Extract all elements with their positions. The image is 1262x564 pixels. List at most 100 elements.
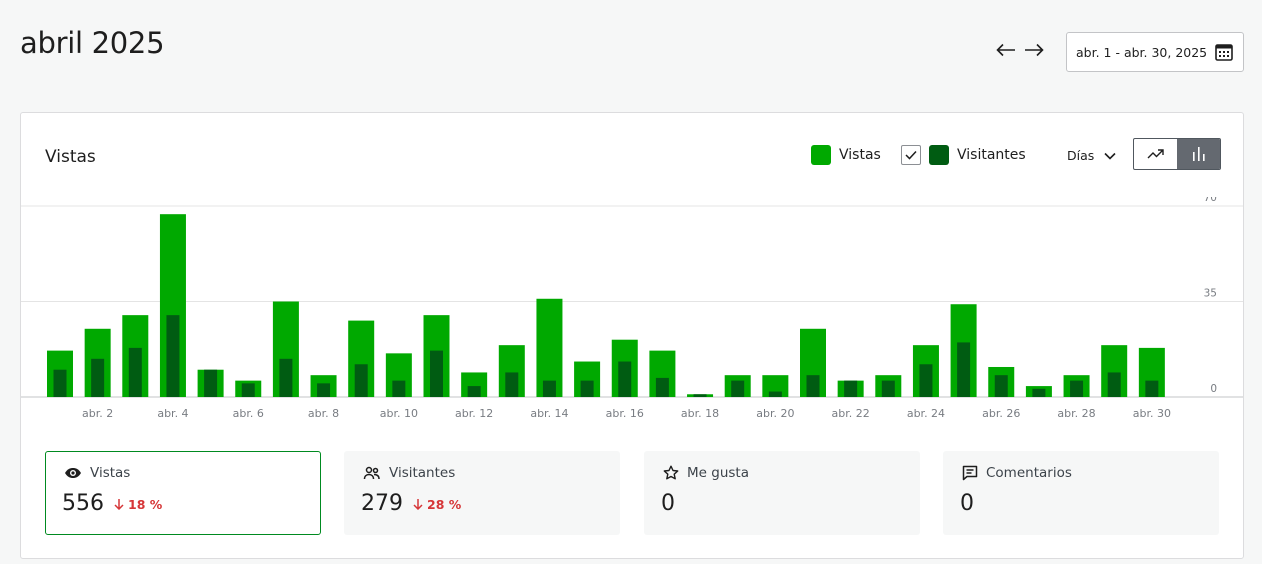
stat-comments[interactable]: Comentarios 0 bbox=[943, 451, 1219, 535]
legend-views-label: Vistas bbox=[839, 147, 881, 163]
checkmark-icon bbox=[905, 150, 917, 160]
x-tick-label: abr. 24 bbox=[907, 407, 945, 420]
arrow-right-icon bbox=[1025, 43, 1044, 57]
x-tick-label: abr. 16 bbox=[606, 407, 644, 420]
line-chart-button[interactable] bbox=[1134, 139, 1177, 169]
stat-visitors-delta-value: 28 % bbox=[427, 496, 462, 512]
chart-type-toggle bbox=[1133, 138, 1221, 170]
bar-visitors bbox=[430, 350, 443, 397]
bar-visitors bbox=[919, 364, 933, 397]
bar-visitors bbox=[204, 369, 218, 397]
y-tick-label: 0 bbox=[1210, 383, 1217, 395]
bar-visitors bbox=[693, 394, 707, 397]
card-title: Vistas bbox=[45, 147, 96, 167]
next-period-button[interactable] bbox=[1022, 38, 1046, 62]
bar-visitors bbox=[354, 364, 368, 397]
bar-visitors bbox=[542, 380, 556, 397]
x-tick-label: abr. 12 bbox=[455, 407, 493, 420]
bar-visitors bbox=[1070, 380, 1084, 397]
bar-visitors bbox=[655, 377, 669, 397]
views-swatch bbox=[811, 145, 831, 165]
stat-views-value: 556 bbox=[62, 491, 104, 516]
arrow-down-icon bbox=[114, 499, 124, 510]
bar-visitors bbox=[128, 347, 142, 397]
bar-visitors bbox=[279, 358, 293, 397]
people-icon bbox=[363, 466, 380, 480]
bar-visitors bbox=[166, 315, 180, 397]
x-tick-label: abr. 10 bbox=[380, 407, 418, 420]
bar-visitors bbox=[1032, 388, 1046, 397]
bar-visitors bbox=[881, 380, 895, 397]
x-tick-label: abr. 8 bbox=[308, 407, 339, 420]
date-range-label: abr. 1 - abr. 30, 2025 bbox=[1076, 44, 1208, 60]
stats-row: Vistas 556 18 % Visitantes 279 28 % bbox=[45, 451, 1221, 535]
period-label: Días bbox=[1067, 148, 1095, 163]
page-title: abril 2025 bbox=[20, 26, 165, 60]
x-tick-label: abr. 26 bbox=[982, 407, 1020, 420]
x-tick-label: abr. 14 bbox=[530, 407, 568, 420]
stat-visitors-delta: 28 % bbox=[413, 497, 461, 512]
calendar-icon bbox=[1215, 44, 1233, 61]
y-tick-label: 35 bbox=[1204, 288, 1217, 300]
bar-visitors bbox=[731, 380, 745, 397]
stat-comments-value: 0 bbox=[960, 491, 974, 516]
bar-visitors bbox=[768, 391, 782, 397]
x-tick-label: abr. 18 bbox=[681, 407, 719, 420]
views-card: Vistas Vistas Visitantes Días 70 35 0 abr. … bbox=[20, 112, 1244, 559]
bar-visitors bbox=[844, 380, 858, 397]
bar-visitors bbox=[1107, 372, 1121, 397]
stat-views-delta-value: 18 % bbox=[128, 496, 163, 512]
chart-area: 70 35 0 abr. 2 abr. 4 abr. 6 abr. 8 abr. 10 abr.… bbox=[21, 192, 1243, 427]
bar-views bbox=[762, 375, 789, 397]
eye-icon bbox=[65, 468, 81, 478]
x-tick-label: abr. 20 bbox=[756, 407, 794, 420]
visitors-swatch bbox=[929, 145, 949, 165]
stat-likes[interactable]: Me gusta 0 bbox=[644, 451, 920, 535]
bar-chart-icon bbox=[1192, 147, 1205, 161]
stat-visitors-label: Visitantes bbox=[389, 465, 456, 481]
stat-views[interactable]: Vistas 556 18 % bbox=[45, 451, 321, 535]
bar-visitors bbox=[467, 386, 481, 397]
x-tick-label: abr. 22 bbox=[832, 407, 870, 420]
bar-visitors bbox=[317, 383, 331, 397]
arrow-left-icon bbox=[996, 43, 1015, 57]
views-bar-chart: 70 35 0 abr. 2 abr. 4 abr. 6 abr. 8 abr. 10 abr.… bbox=[21, 192, 1243, 420]
stat-visitors-value: 279 bbox=[361, 491, 403, 516]
legend-visitors[interactable]: Visitantes bbox=[901, 145, 1026, 165]
stat-comments-label: Comentarios bbox=[986, 465, 1072, 481]
legend-visitors-label: Visitantes bbox=[957, 147, 1026, 163]
stat-visitors[interactable]: Visitantes 279 28 % bbox=[344, 451, 620, 535]
bar-visitors bbox=[53, 369, 67, 397]
bar-visitors bbox=[241, 383, 255, 397]
y-tick-label: 70 bbox=[1204, 197, 1217, 204]
x-tick-label: abr. 6 bbox=[233, 407, 264, 420]
x-tick-label: abr. 4 bbox=[157, 407, 188, 420]
x-tick-label: abr. 30 bbox=[1133, 407, 1171, 420]
comment-icon bbox=[962, 465, 978, 481]
stat-likes-value: 0 bbox=[661, 491, 675, 516]
bar-visitors bbox=[618, 361, 632, 397]
stat-likes-label: Me gusta bbox=[687, 465, 749, 481]
x-tick-label: abr. 2 bbox=[82, 407, 113, 420]
arrow-down-icon bbox=[413, 499, 423, 510]
trending-up-icon bbox=[1147, 149, 1164, 159]
star-icon bbox=[663, 465, 679, 480]
bar-visitors bbox=[505, 372, 519, 397]
date-range-button[interactable]: abr. 1 - abr. 30, 2025 bbox=[1066, 32, 1244, 72]
x-tick-label: abr. 28 bbox=[1057, 407, 1095, 420]
stat-views-label: Vistas bbox=[90, 465, 131, 481]
bar-visitors bbox=[806, 375, 820, 397]
previous-period-button[interactable] bbox=[994, 38, 1018, 62]
bar-visitors bbox=[994, 375, 1008, 397]
legend-views: Vistas bbox=[811, 145, 881, 165]
bar-visitors bbox=[580, 380, 594, 397]
period-select[interactable]: Días bbox=[1067, 148, 1116, 163]
bar-chart-button[interactable] bbox=[1177, 139, 1220, 169]
bar-visitors bbox=[1145, 380, 1159, 397]
stat-views-delta: 18 % bbox=[114, 497, 162, 512]
bar-visitors bbox=[392, 380, 406, 397]
bar-visitors bbox=[91, 358, 105, 397]
visitors-checkbox[interactable] bbox=[901, 145, 921, 165]
bar-visitors bbox=[957, 342, 971, 397]
chevron-down-icon bbox=[1104, 152, 1116, 160]
